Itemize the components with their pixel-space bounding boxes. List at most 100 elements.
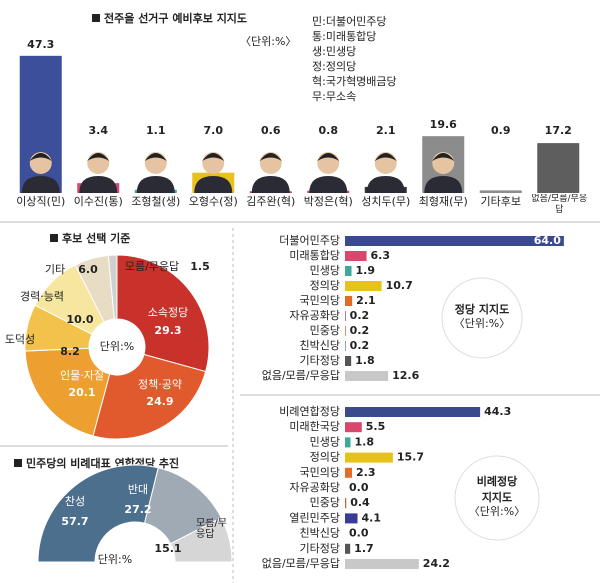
photo-body: [251, 176, 290, 193]
value-label: 0.0: [349, 481, 369, 494]
x-tick-label: 김주완(혁): [246, 195, 295, 208]
value-label: 0.2: [350, 309, 370, 322]
value-label: 64.0: [534, 234, 561, 247]
semidonut-segment: [37, 464, 159, 563]
unit: 단위:%: [100, 340, 134, 353]
chart-title: 지지도: [482, 490, 512, 504]
segment-name: 기타: [45, 263, 65, 276]
y-tick-label: 더불어민주당: [279, 234, 340, 247]
value-label: 15.1: [154, 542, 181, 555]
value-label: 57.7: [61, 515, 88, 528]
value-label: 0.0: [349, 527, 369, 540]
y-tick-label: 민중당: [310, 496, 340, 509]
segment-name: 경력·능력: [20, 290, 64, 303]
photo-hair: [432, 153, 455, 161]
y-tick-label: 민중당: [310, 324, 340, 337]
x-tick-label: 없음/모름/무응답: [531, 194, 588, 215]
legend-item: 무:무소속: [312, 90, 356, 103]
legend-item: 정:정의당: [312, 60, 356, 73]
value-label: 6.0: [78, 263, 98, 276]
y-tick-label: 자유공화당: [289, 309, 340, 322]
bar: [537, 143, 580, 193]
title-circle: [454, 455, 540, 541]
value-label: 44.3: [484, 405, 511, 418]
value-label: 2.3: [356, 466, 376, 479]
semidonut-segment: [169, 517, 233, 563]
y-tick-label: 민생당: [310, 435, 340, 448]
value-label: 1.5: [190, 260, 210, 273]
x-tick-label: 이수진(통): [74, 195, 123, 208]
value-label: 1.1: [146, 124, 166, 137]
segment-name: 정책·공약: [138, 377, 182, 391]
photo-hair: [29, 153, 52, 161]
bar: [345, 452, 393, 463]
bar: [345, 341, 346, 351]
segment-name: 찬성: [65, 494, 85, 508]
segment-name: 모름/무응답: [125, 260, 179, 273]
photo-hair: [144, 153, 167, 161]
value-label: 0.2: [350, 324, 370, 337]
chart-title: 비례정당: [477, 474, 517, 488]
photo-body: [136, 176, 175, 193]
value-label: 19.6: [430, 118, 457, 131]
value-label: 4.1: [362, 511, 382, 524]
value-label: 2.1: [376, 124, 396, 137]
value-label: 0.9: [491, 124, 511, 137]
photo-body: [424, 176, 463, 193]
y-tick-label: 기타정당: [300, 354, 340, 367]
value-label: 0.2: [350, 339, 370, 352]
x-tick-label-box: 없음/모름/무응답: [531, 194, 588, 215]
bullet: [14, 459, 22, 467]
chart-title: 후보 선택 기준: [62, 231, 130, 245]
photo-hair: [87, 153, 110, 161]
value-label: 0.4: [350, 496, 370, 509]
photo-body: [21, 176, 60, 193]
y-tick-label: 없음/모름/무응답: [262, 557, 340, 570]
x-tick-label: 성치두(무): [361, 195, 410, 208]
value-label: 29.3: [154, 324, 181, 337]
bar: [345, 236, 564, 246]
y-tick-label: 자유공화당: [289, 481, 340, 494]
value-label: 20.1: [68, 386, 95, 399]
bar: [479, 190, 522, 193]
bar: [345, 543, 351, 554]
y-tick-label: 비례연합정당: [279, 405, 340, 418]
photo-body: [366, 176, 405, 193]
x-tick-label: 조형철(생): [131, 195, 180, 208]
value-label: 10.7: [386, 279, 413, 292]
photo-hair: [259, 153, 282, 161]
bar: [345, 513, 358, 524]
y-tick-label: 민생당: [310, 264, 340, 277]
y-tick-label: 정의당: [310, 279, 340, 292]
bar: [345, 266, 352, 276]
y-tick-label: 기타정당: [300, 542, 340, 555]
value-label: 0.6: [261, 124, 281, 137]
y-tick-label: 미래통합당: [289, 249, 340, 262]
segment-name: 도덕성: [5, 333, 35, 346]
unit: 〈단위:%〉: [454, 317, 510, 330]
y-tick-label: 정의당: [310, 451, 340, 464]
bar: [345, 281, 382, 291]
unit: 〈단위:%〉: [469, 505, 525, 518]
photo-body: [79, 176, 118, 193]
value-label: 7.0: [204, 124, 224, 137]
chart-title: 전주을 선거구 예비후보 지지도: [104, 11, 247, 25]
bar: [345, 437, 351, 448]
donut-segment: [107, 254, 118, 320]
bar: [345, 407, 481, 417]
value-label: 0.8: [319, 124, 339, 137]
value-label: 10.0: [66, 313, 93, 326]
donut-segment: [116, 254, 210, 373]
bar: [345, 422, 362, 433]
bar: [345, 467, 353, 478]
bullet: [92, 14, 100, 22]
value-label: 17.2: [545, 124, 572, 137]
segment-name: 모름/무응답: [196, 518, 227, 540]
value-label: 2.1: [356, 294, 376, 307]
unit: 〈단위:%〉: [240, 35, 296, 48]
y-tick-label: 국민의당: [300, 466, 340, 479]
segment-name: 소속정당: [148, 306, 188, 319]
y-tick-label: 친박신당: [300, 527, 340, 540]
unit: 단위:%: [98, 553, 132, 566]
